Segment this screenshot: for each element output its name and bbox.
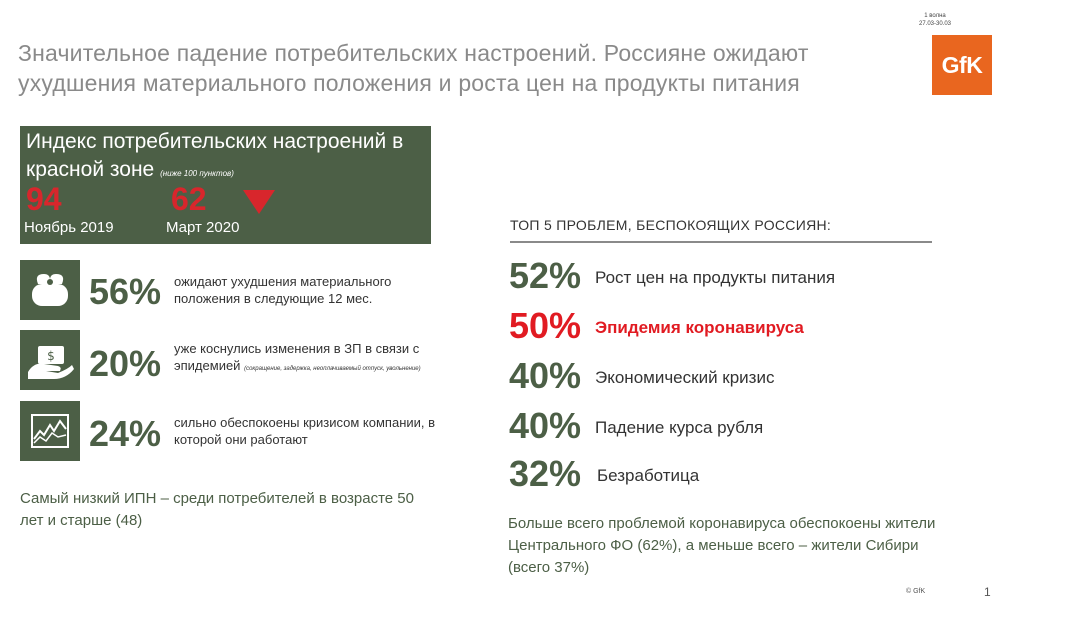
problem-pct: 50% — [509, 305, 582, 346]
index-title-main: Индекс потребительских настроений в крас… — [26, 130, 404, 181]
index-label-mar: Март 2020 — [166, 219, 240, 236]
index-title: Индекс потребительских настроений в крас… — [26, 128, 431, 188]
problem-label: Безработица — [597, 466, 700, 485]
stat-desc: ожидают ухудшения материального положени… — [174, 274, 392, 306]
chart-decline-icon — [20, 401, 80, 461]
stat-desc-block: уже коснулись изменения в ЗП в связи с э… — [174, 340, 474, 374]
svg-text:$: $ — [47, 349, 55, 363]
stat-note: (сокращение, задержка, неоплачиваемый от… — [244, 366, 421, 372]
footnote-right: Больше всего проблемой коронавируса обес… — [508, 515, 936, 576]
wave-line: 1 волна — [924, 13, 946, 19]
problem-label: Рост цен на продукты питания — [595, 268, 836, 287]
consumer-index-box: Индекс потребительских настроений в крас… — [20, 126, 431, 244]
problem-label: Экономический кризис — [595, 368, 775, 387]
wave-dates: 27.03-30.03 — [918, 21, 952, 27]
copyright: © GfK — [906, 588, 926, 595]
gfk-logo: GfK — [932, 35, 992, 95]
money-hand-icon: $ — [20, 330, 80, 390]
stat-desc: уже коснулись изменения в ЗП в связи с э… — [174, 341, 420, 373]
stat-pct: 24% — [89, 413, 162, 454]
top5-heading: ТОП 5 ПРОБЛЕМ, БЕСПОКОЯЩИХ РОССИЯН: — [510, 217, 932, 243]
index-value-mar: 62 — [171, 181, 207, 217]
stat-pct: 56% — [89, 271, 162, 312]
slide-title: Значительное падение потребительских нас… — [18, 40, 809, 96]
index-label-nov: Ноябрь 2019 — [24, 219, 114, 236]
problem-label: Эпидемия коронавируса — [595, 318, 804, 337]
wave-label: 1 волна 27.03-30.03 — [895, 12, 975, 28]
index-title-note: (ниже 100 пунктов) — [160, 169, 234, 178]
problem-pct: 40% — [509, 355, 582, 396]
down-triangle-icon — [243, 190, 275, 214]
index-value-nov: 94 — [26, 181, 62, 217]
problem-pct: 32% — [509, 453, 582, 494]
stat-desc: сильно обеспокоены кризисом компании, в … — [174, 415, 436, 447]
problem-pct: 40% — [509, 405, 582, 446]
footnote-left: Самый низкий ИПН – среди потребителей в … — [20, 490, 414, 529]
stat-pct: 20% — [89, 343, 162, 384]
page-number: 1 — [984, 585, 991, 599]
purse-icon — [20, 260, 80, 320]
problem-label: Падение курса рубля — [595, 418, 764, 437]
problem-pct: 52% — [509, 255, 582, 296]
